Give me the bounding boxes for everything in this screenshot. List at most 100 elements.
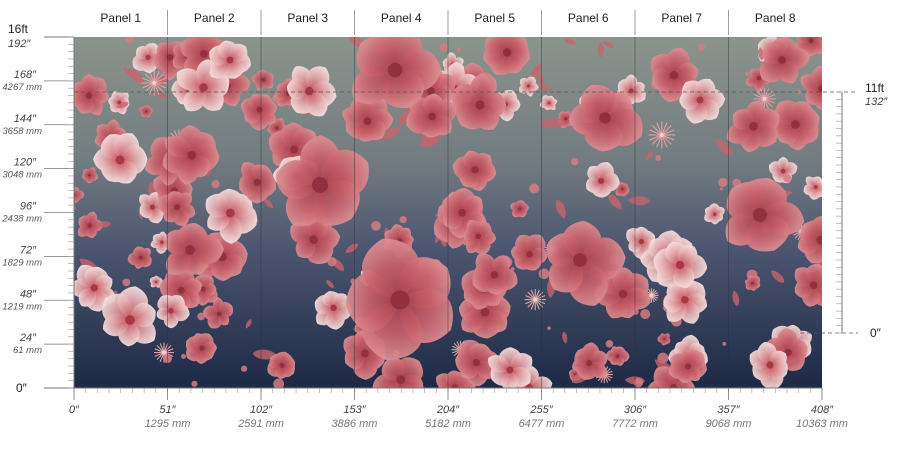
- flower: [82, 167, 98, 184]
- petal-dot: [197, 312, 206, 321]
- leaf: [555, 199, 566, 219]
- leaf: [536, 71, 545, 86]
- leaf: [758, 47, 764, 61]
- left-mm-label: 2438 mm: [1, 214, 42, 225]
- flower: [202, 297, 233, 329]
- flower: [267, 351, 295, 379]
- flower: [663, 276, 708, 324]
- flower: [239, 162, 276, 204]
- bottom-inch-label: 51″: [159, 404, 176, 416]
- left-inch-label: 72″: [20, 244, 37, 256]
- flower: [176, 59, 230, 112]
- flower: [726, 100, 780, 153]
- flower: [539, 95, 558, 111]
- flower: [769, 156, 798, 184]
- leaf: [345, 243, 359, 253]
- left-mm-label: 4267 mm: [2, 82, 42, 93]
- petal-dot: [529, 183, 540, 194]
- bottom-mm-label: 2591 mm: [237, 418, 284, 430]
- petal-dot: [783, 174, 792, 183]
- petal-dot: [719, 187, 723, 191]
- flower: [510, 200, 529, 218]
- petal-dot: [570, 157, 579, 166]
- flower: [441, 187, 485, 239]
- flower: [240, 94, 278, 131]
- bottom-mm-label: 6477 mm: [519, 418, 565, 430]
- flower: [615, 182, 630, 197]
- bottom-mm-label: 7772 mm: [612, 418, 658, 430]
- right-height-scale: 11ft 132″ 0″: [836, 81, 888, 340]
- petal-dot: [456, 47, 462, 52]
- panel-label: Panel 5: [474, 11, 515, 25]
- petal-dot: [439, 42, 449, 52]
- bottom-inch-label: 255″: [529, 404, 553, 416]
- petal-dot: [240, 365, 248, 372]
- petal-dot: [211, 179, 220, 189]
- bottom-width-scale: 0″ 51″ 1295 mm 102″ 2591 mm 153″ 3886 mm 204″ 51…: [69, 387, 848, 430]
- left-inch-label: 24″: [19, 332, 37, 344]
- bottom-inch-label: 357″: [717, 404, 740, 416]
- petal-dot: [655, 155, 662, 162]
- leaf: [537, 85, 551, 91]
- bottom-inch-label: 102″: [250, 404, 273, 416]
- flower: [436, 370, 476, 388]
- leaf: [563, 38, 576, 45]
- flower: [165, 223, 224, 275]
- flower: [127, 246, 152, 269]
- left-inch-label: 48″: [20, 288, 37, 300]
- left-mm-label: 1829 mm: [2, 257, 42, 268]
- flower: [797, 215, 822, 265]
- starburst-flower: [141, 70, 167, 96]
- panel-label: Panel 1: [100, 11, 141, 25]
- leaf: [123, 67, 132, 76]
- petal-dot: [718, 177, 728, 188]
- right-top-inches: 132″: [865, 96, 888, 108]
- leaf: [771, 270, 785, 283]
- bottom-inch-label: 408″: [811, 404, 834, 416]
- panel-label: Panel 4: [381, 11, 422, 25]
- leaf: [379, 128, 401, 140]
- starburst-flower: [524, 289, 546, 311]
- flower: [759, 37, 810, 84]
- flower: [488, 347, 533, 388]
- left-mm-label: 61 mm: [13, 345, 42, 356]
- flower: [345, 238, 453, 360]
- flower: [483, 37, 530, 76]
- panel-label: Panel 8: [755, 11, 796, 25]
- flower: [795, 37, 822, 57]
- petal-dot: [122, 278, 131, 287]
- leaf: [326, 280, 334, 289]
- bottom-mm-label: 1295 mm: [145, 418, 191, 430]
- bottom-inch-label: 153″: [343, 404, 366, 416]
- petal-dot: [633, 378, 644, 388]
- starburst-flower: [648, 121, 676, 149]
- flower: [352, 37, 442, 108]
- petal-dot: [744, 71, 750, 77]
- panel-label: Panel 6: [568, 11, 609, 25]
- flower: [547, 220, 626, 306]
- flower: [586, 162, 620, 198]
- flower: [314, 291, 352, 330]
- petal-dot: [753, 37, 758, 40]
- petal-dot: [327, 257, 337, 267]
- leaf: [539, 118, 565, 129]
- leaf: [154, 91, 167, 99]
- bottom-mm-label: 9068 mm: [706, 418, 752, 430]
- flower: [74, 73, 109, 116]
- leaf: [95, 221, 112, 228]
- flower: [725, 178, 805, 252]
- left-mm-label: 3048 mm: [2, 170, 42, 181]
- panel-label: Panel 7: [661, 11, 702, 25]
- flower: [185, 333, 217, 364]
- flower: [139, 105, 153, 118]
- floral-pattern: [74, 37, 822, 388]
- flower: [749, 341, 788, 388]
- flower: [653, 241, 708, 288]
- right-zero: 0″: [870, 326, 882, 340]
- leaf: [264, 199, 274, 209]
- flower: [209, 40, 251, 79]
- leaf: [128, 68, 145, 84]
- flower: [157, 191, 196, 227]
- leaf: [562, 331, 568, 344]
- left-height-scale: 16ft 192″ 0″ 168″4267 mm 144″3658 mm 120″3…: [1, 22, 75, 395]
